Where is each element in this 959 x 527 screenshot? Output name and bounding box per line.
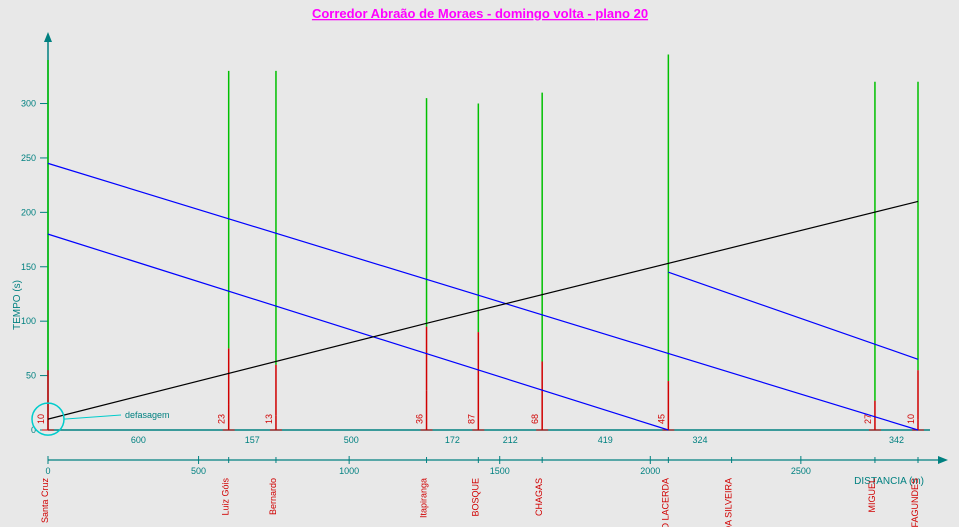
station-name: Santa Cruz (40, 478, 50, 524)
y-tick-label: 150 (21, 262, 36, 272)
defasagem-value: 36 (415, 414, 425, 424)
station-name: Luiz Góis (221, 478, 231, 516)
ruler-tick-label: 1500 (490, 466, 510, 476)
y-tick-label: 100 (21, 316, 36, 326)
station-name: RIBEIRO LACERDA (660, 478, 670, 527)
station-name: FAGUNDES (910, 478, 920, 527)
y-tick-label: 300 (21, 99, 36, 109)
segment-distance: 157 (245, 435, 260, 445)
station-name: MIGUEL (867, 478, 877, 513)
segment-distance: 342 (889, 435, 904, 445)
segment-distance: 500 (344, 435, 359, 445)
segment-distance: 419 (598, 435, 613, 445)
background (0, 0, 959, 527)
y-tick-label: 50 (26, 371, 36, 381)
station-name: BOSQUE (470, 478, 480, 517)
y-tick-label: 200 (21, 207, 36, 217)
defasagem-value: 10 (36, 414, 46, 424)
ruler-tick-label: 500 (191, 466, 206, 476)
ruler-tick-label: 1000 (339, 466, 359, 476)
defasagem-value: 68 (530, 414, 540, 424)
defasagem-value: 23 (217, 414, 227, 424)
segment-distance: 600 (131, 435, 146, 445)
ruler-tick-label: 2000 (640, 466, 660, 476)
station-name: ELISA DA SILVEIRA (724, 478, 734, 527)
defasagem-value: 45 (656, 414, 666, 424)
station-name: CHAGAS (534, 478, 544, 516)
defasagem-value: 13 (264, 414, 274, 424)
segment-distance: 172 (445, 435, 460, 445)
station-name: Bernardo (268, 478, 278, 515)
annotation-label: defasagem (125, 410, 170, 420)
ruler-tick-label: 2500 (791, 466, 811, 476)
ruler-tick-label: 0 (45, 466, 50, 476)
y-tick-label: 250 (21, 153, 36, 163)
station-name: Itapiranga (419, 478, 429, 518)
segment-distance: 324 (692, 435, 707, 445)
segment-distance: 212 (503, 435, 518, 445)
defasagem-value: 87 (466, 414, 476, 424)
defasagem-value: 10 (906, 414, 916, 424)
chart-title: Corredor Abraão de Moraes - domingo volt… (312, 6, 648, 21)
